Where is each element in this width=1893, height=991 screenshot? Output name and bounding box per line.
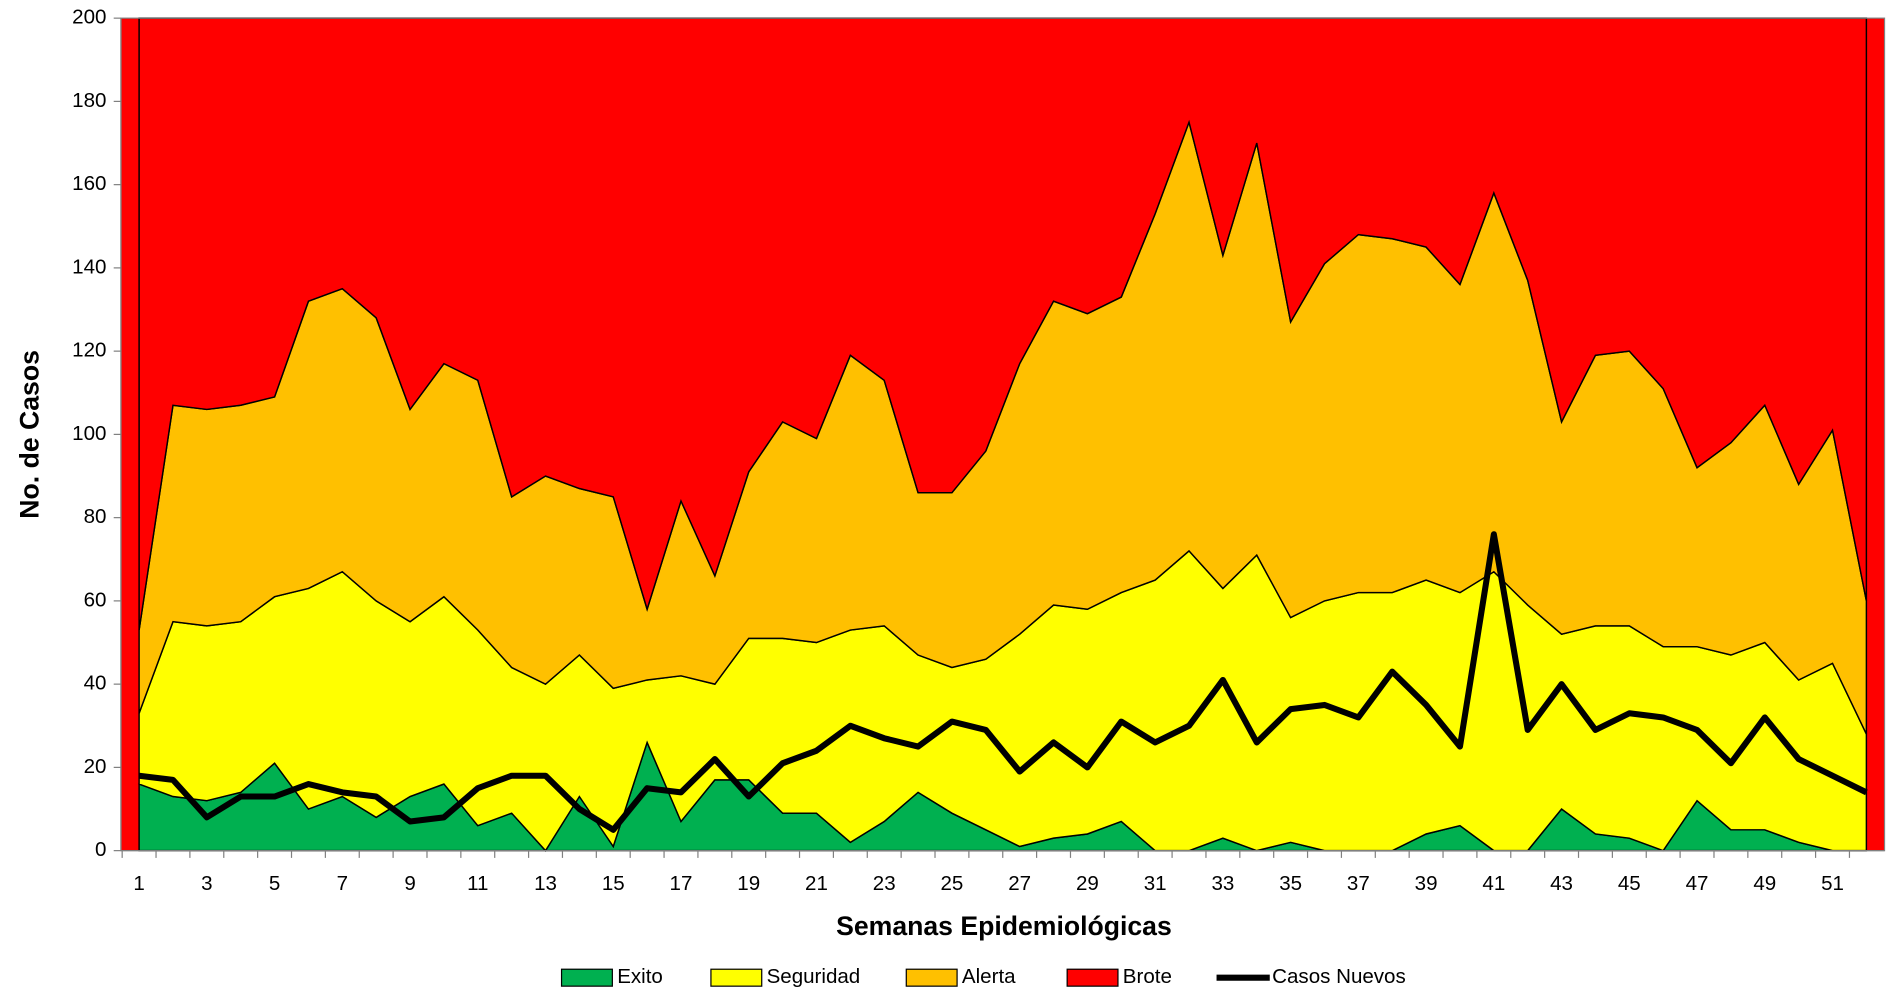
x-tick-label: 21 (805, 872, 828, 895)
y-tick-label: 100 (72, 422, 106, 445)
x-tick-label: 27 (1008, 872, 1031, 895)
legend: Exito Seguridad Alerta Brote Casos Nuevos (560, 965, 1406, 988)
x-tick-label: 7 (337, 872, 348, 895)
x-axis-title: Semanas Epidemiológicas (836, 911, 1172, 941)
y-tick-label: 120 (72, 339, 106, 362)
y-tick-label: 0 (95, 838, 106, 861)
legend-label: Alerta (962, 965, 1016, 988)
legend-label: Seguridad (767, 965, 861, 988)
x-tick-label: 5 (269, 872, 280, 895)
y-tick-label: 80 (84, 505, 107, 528)
x-tick-label: 51 (1821, 872, 1844, 895)
legend-swatch (1066, 968, 1119, 987)
y-tick-label: 180 (72, 89, 106, 112)
x-tick-label: 29 (1076, 872, 1099, 895)
x-tick-label: 17 (670, 872, 693, 895)
x-tick-label: 49 (1753, 872, 1776, 895)
y-tick-label: 60 (84, 588, 107, 611)
x-tick-label: 13 (534, 872, 557, 895)
legend-label: Exito (617, 965, 663, 988)
y-tick-label: 20 (84, 755, 107, 778)
x-tick-label: 1 (133, 872, 144, 895)
y-tick-label: 200 (72, 6, 106, 29)
x-tick-label: 39 (1415, 872, 1438, 895)
x-tick-label: 31 (1144, 872, 1167, 895)
x-tick-label: 3 (201, 872, 212, 895)
legend-swatch (905, 968, 958, 987)
y-tick-label: 40 (84, 672, 107, 695)
legend-swatch (560, 968, 613, 987)
x-tick-label: 9 (404, 872, 415, 895)
x-tick-label: 43 (1550, 872, 1573, 895)
y-axis-title: No. de Casos (14, 350, 44, 519)
x-tick-label: 11 (467, 872, 488, 895)
x-tick-label: 15 (602, 872, 625, 895)
legend-label: Casos Nuevos (1272, 965, 1406, 988)
x-tick-label: 19 (737, 872, 760, 895)
x-tick-label: 37 (1347, 872, 1370, 895)
x-tick-label: 45 (1618, 872, 1641, 895)
legend-swatch (710, 968, 763, 987)
y-tick-label: 140 (72, 255, 106, 278)
x-tick-label: 35 (1279, 872, 1302, 895)
x-tick-label: 41 (1482, 872, 1505, 895)
x-tick-label: 33 (1211, 872, 1234, 895)
line (138, 531, 1868, 833)
legend-label: Brote (1123, 965, 1172, 988)
x-tick-label: 23 (873, 872, 896, 895)
x-tick-label: 47 (1686, 872, 1709, 895)
y-tick-label: 160 (72, 172, 106, 195)
x-tick-label: 25 (941, 872, 964, 895)
